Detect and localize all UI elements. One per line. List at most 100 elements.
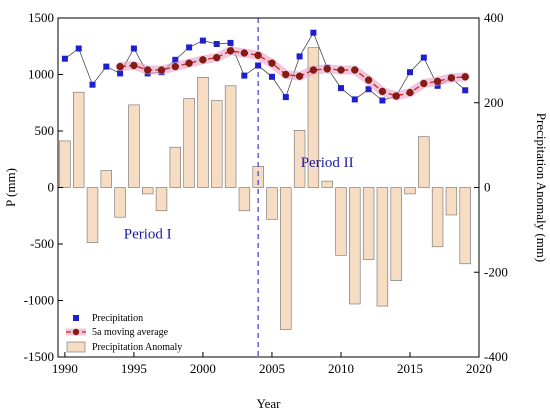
moving-average-point bbox=[323, 65, 331, 73]
precipitation-point bbox=[213, 41, 220, 47]
annotations: Period I Period II bbox=[124, 155, 354, 242]
legend-swatch-anomaly bbox=[66, 341, 86, 353]
x-axis-title: Year bbox=[257, 396, 282, 411]
precipitation-point bbox=[379, 97, 386, 104]
x-tick-label: 1990 bbox=[52, 361, 78, 376]
precipitation-point bbox=[199, 37, 206, 44]
y2-tick-label: -200 bbox=[484, 264, 508, 279]
anomaly-bar bbox=[431, 187, 444, 248]
anomaly-bar bbox=[280, 187, 292, 330]
x-tick-label: 2000 bbox=[190, 361, 216, 376]
y-tick-label: 1000 bbox=[28, 67, 54, 82]
anomaly-bar bbox=[59, 140, 71, 188]
y-tick-label: -1500 bbox=[24, 349, 54, 364]
moving-average-point bbox=[240, 49, 248, 57]
anomaly-bar bbox=[238, 187, 251, 212]
anomaly-bar bbox=[73, 91, 85, 188]
anomaly-bar bbox=[459, 187, 471, 265]
y-tick-label: 1500 bbox=[28, 10, 54, 25]
anomaly-bar bbox=[390, 187, 402, 281]
moving-average-point bbox=[185, 59, 193, 67]
anomaly-bar bbox=[349, 187, 361, 305]
precipitation-point bbox=[61, 55, 68, 62]
anomaly-bar bbox=[445, 187, 458, 216]
moving-average-point bbox=[461, 73, 469, 81]
moving-average-point bbox=[420, 79, 428, 88]
legend-label-moving-average: 5a moving average bbox=[92, 327, 169, 338]
x-tick-label: 2020 bbox=[466, 361, 492, 376]
anomaly-bar bbox=[183, 98, 195, 188]
moving-average-point bbox=[171, 62, 179, 71]
legend: Precipitation 5a moving average Precipitat… bbox=[66, 313, 182, 353]
anomaly-bar bbox=[114, 187, 126, 218]
anomaly-bar bbox=[155, 187, 168, 212]
precipitation-point bbox=[241, 72, 248, 79]
precipitation-point bbox=[282, 94, 289, 101]
anomaly-bars bbox=[59, 47, 471, 330]
period-label: Period I bbox=[124, 226, 172, 242]
precipitation-point bbox=[75, 45, 82, 52]
precipitation-point bbox=[310, 29, 317, 36]
precipitation-point bbox=[296, 53, 303, 60]
anomaly-bar bbox=[418, 136, 430, 188]
moving-average-point bbox=[199, 56, 207, 64]
y2-tick-label: 200 bbox=[484, 95, 504, 110]
moving-average-point bbox=[447, 74, 456, 82]
anomaly-bar bbox=[404, 187, 416, 195]
anomaly-bar bbox=[169, 146, 181, 188]
moving-average-point bbox=[144, 66, 152, 74]
anomaly-bar bbox=[307, 47, 320, 188]
anomaly-bar bbox=[86, 187, 99, 243]
y-tick-label: -1000 bbox=[24, 293, 54, 308]
y-tick-label: 0 bbox=[48, 180, 55, 195]
anomaly-bar bbox=[321, 180, 333, 188]
moving-average-point bbox=[116, 62, 124, 71]
precipitation-point bbox=[255, 62, 262, 69]
precipitation-point bbox=[227, 39, 234, 46]
moving-average-point bbox=[213, 53, 221, 62]
legend-marker-moving-average bbox=[72, 328, 80, 336]
anomaly-bar bbox=[128, 104, 140, 188]
moving-average-point bbox=[282, 70, 290, 79]
y2-tick-label: -400 bbox=[484, 349, 508, 364]
precipitation-point bbox=[103, 63, 110, 70]
precipitation-point bbox=[130, 45, 137, 52]
precipitation-point bbox=[338, 85, 344, 92]
anomaly-bar bbox=[335, 187, 347, 256]
precipitation-point bbox=[269, 73, 275, 80]
moving-average-point bbox=[254, 51, 262, 59]
x-tick-label: 2010 bbox=[328, 361, 354, 376]
legend-label-precipitation: Precipitation bbox=[92, 313, 143, 324]
precipitation-point bbox=[407, 69, 413, 76]
precipitation-point bbox=[420, 54, 427, 61]
y-tick-label: -500 bbox=[30, 236, 54, 251]
moving-average-point bbox=[364, 76, 373, 84]
moving-average-point bbox=[157, 66, 166, 74]
anomaly-bar bbox=[376, 187, 389, 307]
anomaly-bar bbox=[142, 187, 154, 195]
moving-average-point bbox=[268, 59, 276, 67]
moving-average-point bbox=[433, 77, 442, 85]
precipitation-point bbox=[117, 70, 124, 77]
y2-tick-label: 0 bbox=[484, 180, 491, 195]
moving-average-point bbox=[406, 88, 414, 97]
moving-average-point bbox=[295, 72, 304, 80]
moving-average-point bbox=[130, 61, 138, 70]
anomaly-bar bbox=[224, 85, 237, 188]
precipitation-point bbox=[186, 44, 193, 51]
legend-label-anomaly: Precipitation Anomaly bbox=[92, 342, 182, 353]
precipitation-point bbox=[351, 96, 358, 103]
x-tick-label: 1995 bbox=[121, 361, 147, 376]
legend-marker-precipitation bbox=[73, 315, 79, 321]
moving-average-point bbox=[351, 66, 359, 74]
anomaly-bar bbox=[362, 187, 375, 260]
moving-average-point bbox=[309, 66, 318, 74]
moving-average-series bbox=[115, 46, 470, 101]
precipitation-point bbox=[462, 87, 469, 94]
anomaly-bar bbox=[266, 187, 278, 220]
y2-axis-title: Precipitation Anomaly (mm) bbox=[534, 113, 549, 262]
anomaly-bar bbox=[100, 170, 113, 188]
moving-average-point bbox=[226, 47, 235, 55]
